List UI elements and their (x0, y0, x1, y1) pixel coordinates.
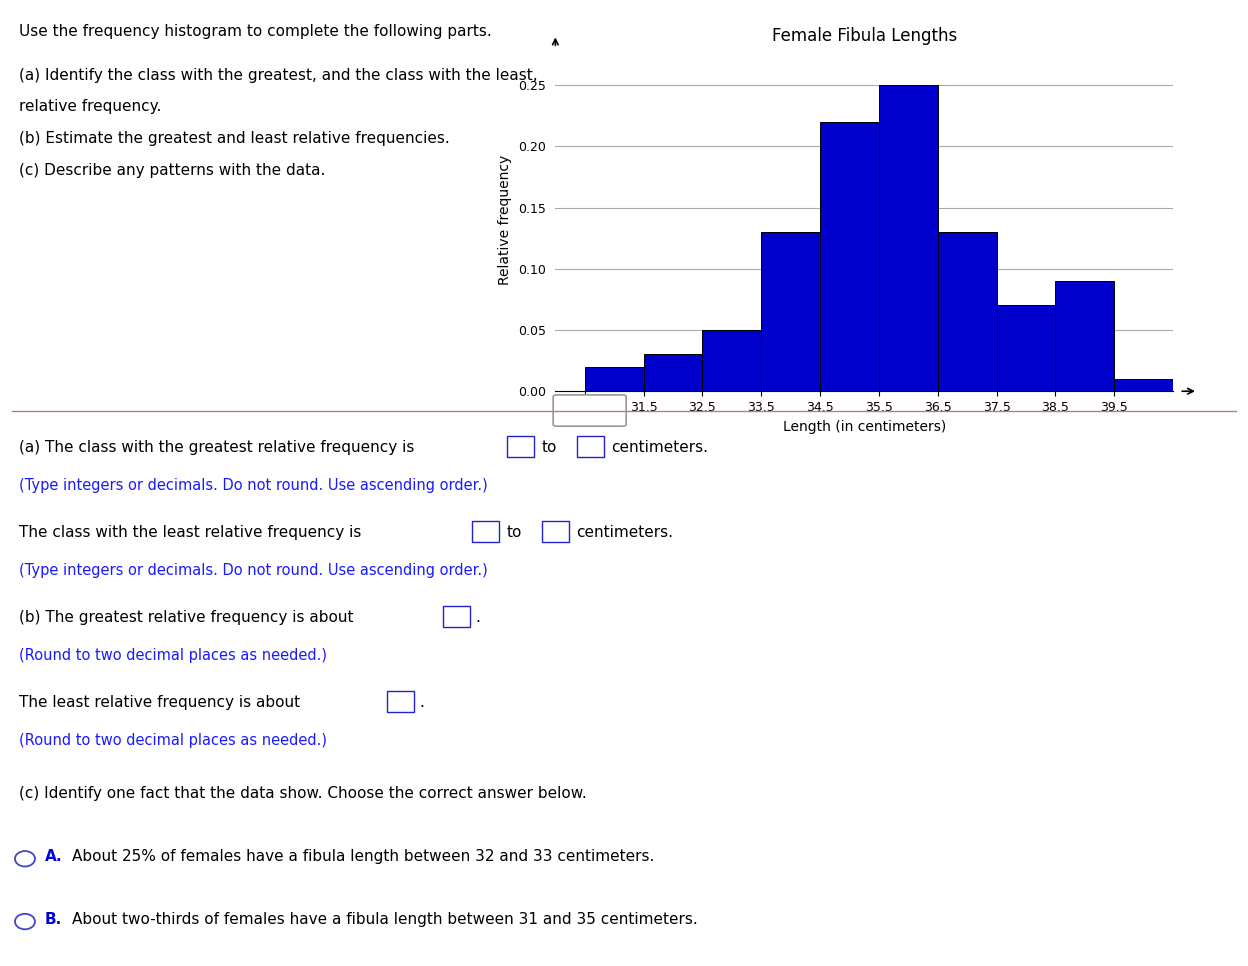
Bar (879, 85, 937, 391)
Bar (997, 305, 1056, 391)
Text: relative frequency.: relative frequency. (19, 99, 161, 115)
Text: The least relative frequency is about: The least relative frequency is about (19, 695, 300, 710)
Bar (703, 330, 761, 391)
Text: ...: ... (584, 404, 595, 417)
Text: (Round to two decimal places as needed.): (Round to two decimal places as needed.) (19, 733, 327, 749)
Text: to: to (507, 525, 522, 540)
Text: About 25% of females have a fibula length between 32 and 33 centimeters.: About 25% of females have a fibula lengt… (72, 849, 655, 865)
Text: The class with the least relative frequency is: The class with the least relative freque… (19, 525, 361, 540)
Y-axis label: Relative frequency: Relative frequency (498, 155, 512, 285)
Text: (c) Identify one fact that the data show. Choose the correct answer below.: (c) Identify one fact that the data show… (19, 786, 587, 802)
X-axis label: Length (in centimeters): Length (in centimeters) (782, 419, 946, 434)
Bar (820, 122, 879, 391)
Text: About two-thirds of females have a fibula length between 31 and 35 centimeters.: About two-thirds of females have a fibul… (72, 912, 698, 927)
Bar (585, 367, 644, 391)
Text: (Round to two decimal places as needed.): (Round to two decimal places as needed.) (19, 648, 327, 664)
Text: A.: A. (45, 849, 62, 865)
Text: B.: B. (45, 912, 62, 927)
Text: (Type integers or decimals. Do not round. Use ascending order.): (Type integers or decimals. Do not round… (19, 478, 488, 494)
Bar (1056, 281, 1114, 391)
Bar (1114, 379, 1173, 391)
Text: (Type integers or decimals. Do not round. Use ascending order.): (Type integers or decimals. Do not round… (19, 563, 488, 579)
Bar (937, 232, 997, 391)
Text: Use the frequency histogram to complete the following parts.: Use the frequency histogram to complete … (19, 24, 492, 40)
Text: centimeters.: centimeters. (577, 525, 674, 540)
Text: (b) The greatest relative frequency is about: (b) The greatest relative frequency is a… (19, 610, 353, 625)
Title: Female Fibula Lengths: Female Fibula Lengths (771, 27, 957, 45)
Text: (a) The class with the greatest relative frequency is: (a) The class with the greatest relative… (19, 440, 414, 455)
Text: .: . (475, 610, 480, 625)
Text: (b) Estimate the greatest and least relative frequencies.: (b) Estimate the greatest and least rela… (19, 131, 449, 147)
Bar (644, 355, 703, 391)
Text: (a) Identify the class with the greatest, and the class with the least,: (a) Identify the class with the greatest… (19, 68, 538, 83)
Text: (c) Describe any patterns with the data.: (c) Describe any patterns with the data. (19, 163, 324, 179)
FancyBboxPatch shape (553, 395, 626, 426)
Text: centimeters.: centimeters. (612, 440, 709, 455)
Text: .: . (419, 695, 424, 710)
Text: to: to (542, 440, 557, 455)
Bar (761, 232, 820, 391)
